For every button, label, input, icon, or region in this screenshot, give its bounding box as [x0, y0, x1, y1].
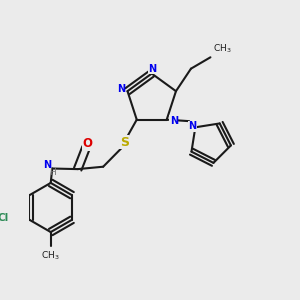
- Text: CH$_3$: CH$_3$: [213, 42, 232, 55]
- Text: O: O: [82, 137, 92, 150]
- Text: N: N: [188, 121, 196, 131]
- Text: H: H: [49, 168, 56, 177]
- Text: CH$_3$: CH$_3$: [41, 250, 60, 262]
- Text: N: N: [43, 160, 51, 170]
- Text: N: N: [148, 64, 156, 74]
- Text: S: S: [120, 136, 129, 148]
- Text: N: N: [170, 116, 178, 126]
- Text: N: N: [117, 84, 125, 94]
- Text: Cl: Cl: [0, 213, 9, 223]
